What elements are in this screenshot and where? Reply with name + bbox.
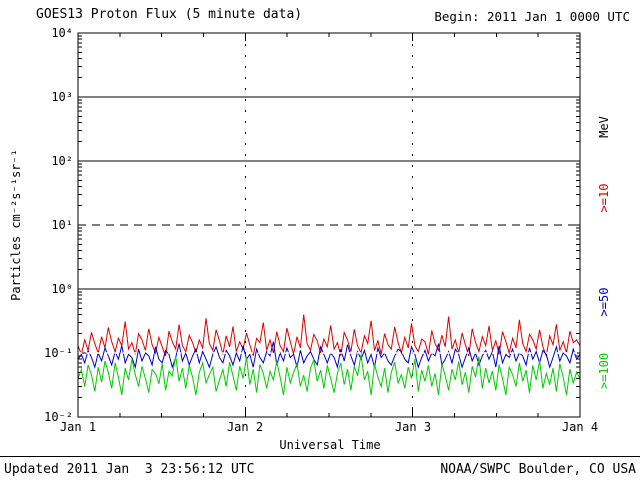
series-line-1 <box>77 341 581 370</box>
y-tick-label: 10⁰ <box>51 282 73 296</box>
chart-title: GOES13 Proton Flux (5 minute data) <box>36 7 303 22</box>
x-tick-label: Jan 2 <box>226 420 264 434</box>
source-attribution: NOAA/SWPC Boulder, CO USA <box>440 462 636 477</box>
y-tick-label: 10¹ <box>51 218 73 232</box>
updated-timestamp: Updated 2011 Jan 3 23:56:12 UTC <box>4 462 255 477</box>
y-tick-label: 10⁻² <box>44 410 73 424</box>
x-axis-label: Universal Time <box>279 438 381 452</box>
plot-frame <box>77 32 581 418</box>
x-tick-label: Jan 1 <box>59 420 97 434</box>
x-tick-label: Jan 4 <box>561 420 599 434</box>
y-tick-label: 10⁴ <box>51 26 73 40</box>
x-tick-label: Jan 3 <box>394 420 432 434</box>
y-tick-label: 10³ <box>51 90 73 104</box>
legend-unit-label: MeV <box>597 116 611 138</box>
legend-ge10-label: >=10 <box>597 183 611 213</box>
series-line-2 <box>77 354 581 396</box>
begin-timestamp: Begin: 2011 Jan 1 0000 UTC <box>434 9 630 24</box>
series-line-0 <box>77 314 581 358</box>
legend-ge100-label: >=100 <box>597 352 611 390</box>
y-tick-label: 10⁻¹ <box>44 346 73 360</box>
y-tick-label: 10² <box>51 154 73 168</box>
footer-divider <box>0 456 640 457</box>
legend-ge50-label: >=50 <box>597 287 611 317</box>
y-axis-label: Particles cm⁻²s⁻¹sr⁻¹ <box>9 149 23 301</box>
